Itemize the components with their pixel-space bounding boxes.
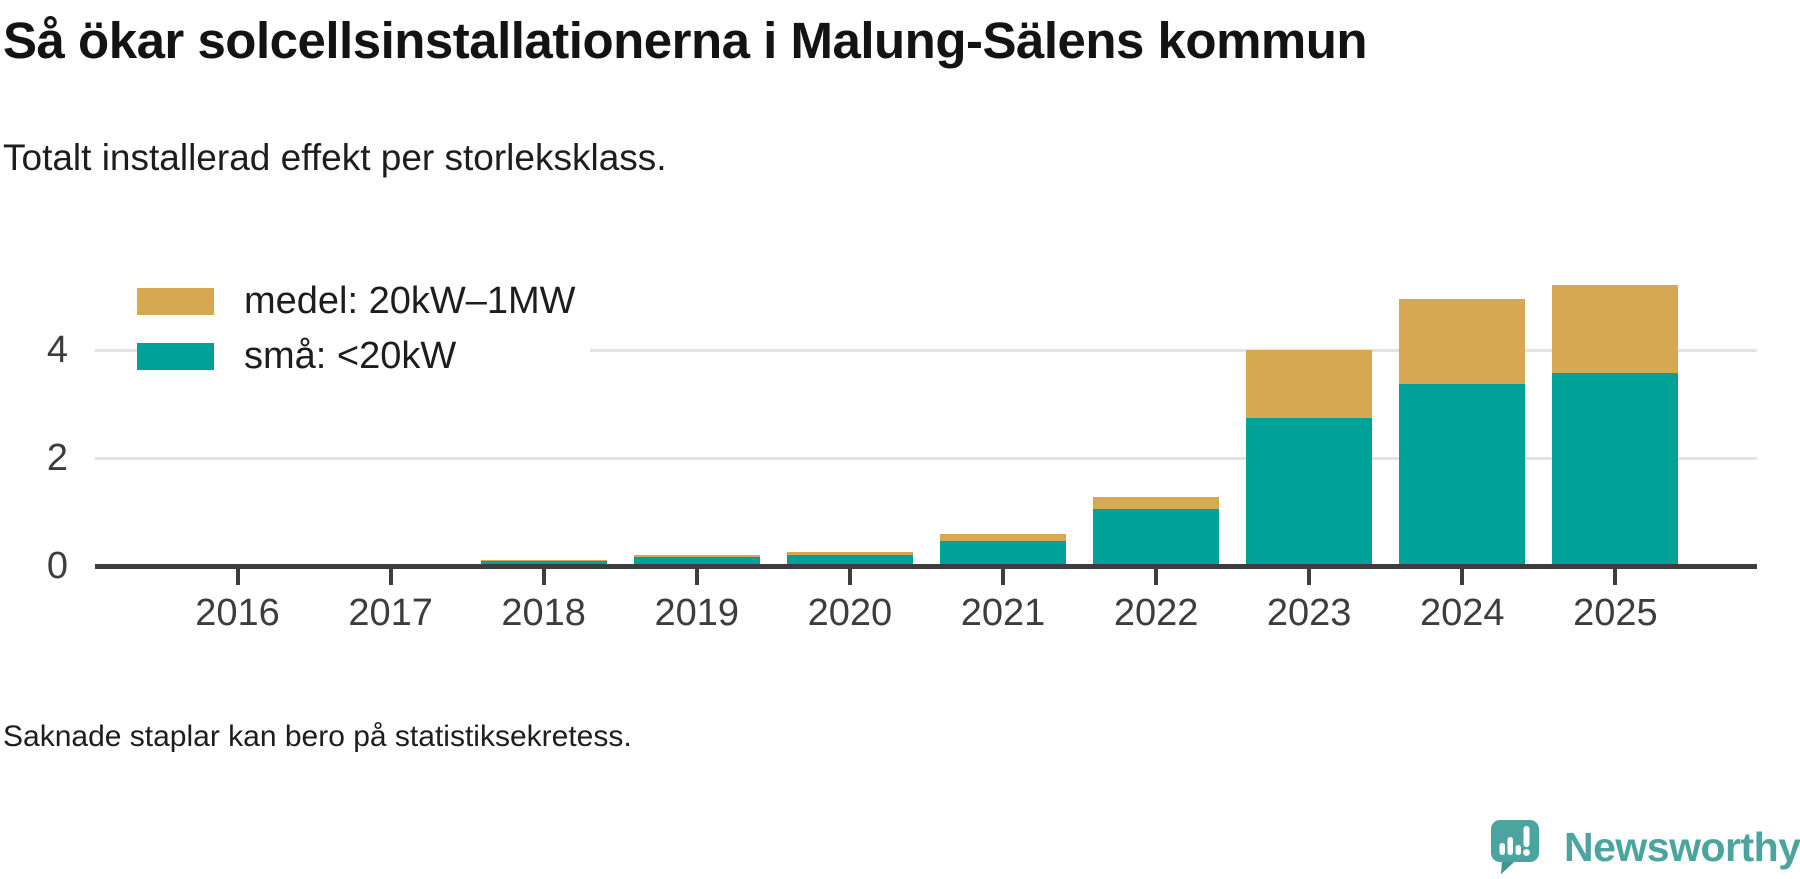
x-axis-tick-2017 [388,568,393,585]
page-subtitle: Totalt installerad effekt per storlekskl… [3,137,667,178]
chart-legend: medel: 20kW–1MW små: <20kW [137,280,590,398]
bar-segment-sma-2024 [1399,384,1526,566]
bubble-tail-shade [1501,862,1514,874]
x-axis-line [95,564,1757,569]
y-axis-label-0: 0 [46,545,68,587]
x-axis-tick-2025 [1613,568,1618,585]
bar-segment-medel-2019 [633,555,760,557]
bar-segment-medel-2020 [786,551,913,555]
exclamation-dot [1523,849,1530,856]
x-axis-label-2020: 2020 [807,592,893,634]
x-axis-label-2025: 2025 [1573,592,1658,634]
bar-segment-medel-2021 [940,533,1066,541]
legend-item-sma: små: <20kW [137,335,590,377]
exclamation-stem [1523,826,1530,847]
x-axis-tick-2024 [1460,568,1465,585]
bar-segment-medel-2022 [1093,497,1220,510]
x-axis-tick-2021 [1001,568,1005,585]
x-axis-label-2021: 2021 [960,592,1046,634]
y-axis-label-2: 2 [46,437,68,479]
legend-label-medel: medel: 20kW–1MW [244,280,576,322]
x-axis-tick-2022 [1154,568,1159,585]
legend-swatch-sma [137,343,214,370]
newsworthy-wordmark: Newsworthy [1564,823,1800,870]
x-axis-tick-2018 [541,568,546,585]
grid-line-2 [95,456,1757,460]
bar-segment-sma-2018 [480,561,607,566]
bar-segment-sma-2022 [1093,509,1220,566]
legend-swatch-medel [137,288,214,315]
x-axis-label-2018: 2018 [501,592,586,634]
x-axis-tick-2019 [694,568,699,585]
page-title: Så ökar solcellsinstallationerna i Malun… [3,12,1368,69]
x-axis-label-2017: 2017 [348,592,433,634]
bar-segment-sma-2019 [633,556,760,566]
bar-segment-medel-2018 [480,559,607,562]
y-axis-label-4: 4 [46,329,68,371]
legend-label-sma: små: <20kW [244,335,457,377]
x-axis-label-2019: 2019 [654,592,740,634]
x-axis-label-2016: 2016 [195,592,280,634]
x-axis-label-2022: 2022 [1113,592,1199,634]
mini-bar-chart-glyph [1499,826,1530,856]
newsworthy-branding: Newsworthy [1490,818,1800,876]
newsworthy-logo-icon [1491,820,1539,874]
legend-item-medel: medel: 20kW–1MW [137,280,590,322]
bar-segment-medel-2025 [1552,285,1679,374]
bar-segment-sma-2025 [1552,373,1679,566]
chart-footnote: Saknade staplar kan bero på statistiksek… [3,720,632,753]
x-axis-label-2024: 2024 [1420,592,1505,634]
grid-line-4 [95,348,1757,352]
x-axis-tick-2023 [1307,568,1312,585]
speech-bubble-shape [1491,820,1539,874]
bar-segment-sma-2020 [786,554,913,566]
x-axis-label-2023: 2023 [1266,592,1352,634]
bar-segment-medel-2024 [1399,299,1526,384]
bar-segment-medel-2023 [1246,350,1373,419]
x-axis-tick-2016 [235,568,240,585]
bar-segment-sma-2021 [940,540,1066,566]
bar-segment-sma-2023 [1246,418,1373,566]
x-axis-tick-2020 [847,568,852,585]
